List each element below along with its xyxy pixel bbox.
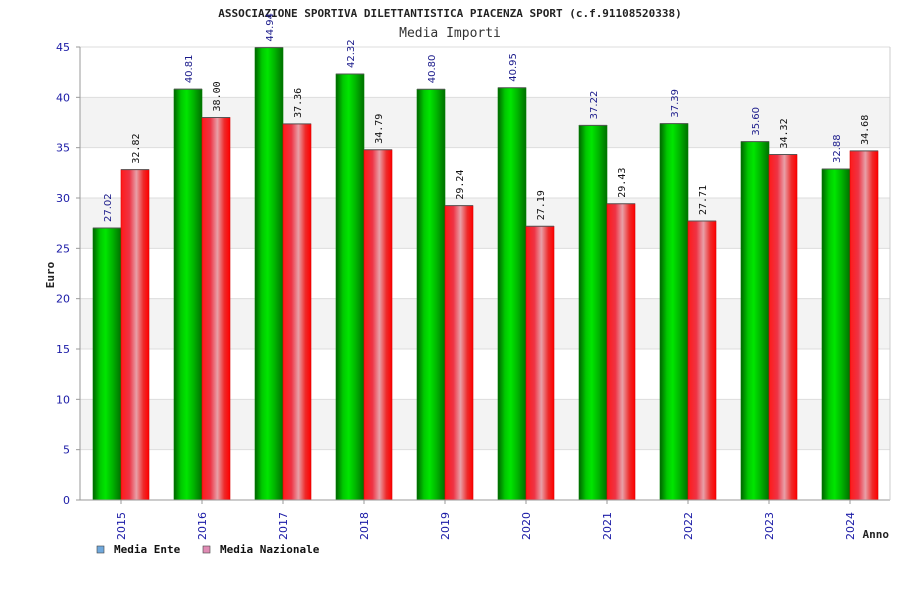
value-label-media-nazionale-2015: 32.82 [131, 134, 142, 164]
value-label-media-nazionale-2022: 27.71 [698, 185, 709, 215]
y-tick-label: 30 [56, 192, 70, 205]
bar-media-ente-2024 [821, 168, 851, 501]
x-tick-label-2021: 2021 [601, 512, 614, 540]
x-axis-label: Anno [863, 528, 890, 541]
bar-media-nazionale-2019 [444, 205, 474, 501]
bar-media-nazionale-2023 [768, 154, 798, 501]
x-tick-label-2020: 2020 [520, 512, 533, 540]
bar-media-ente-2020 [497, 87, 527, 501]
bar-media-ente-2019 [416, 88, 446, 501]
bar-media-ente-2022 [659, 123, 689, 501]
y-tick-label: 15 [56, 343, 70, 356]
bar-media-nazionale-2015 [120, 169, 150, 501]
bar-media-ente-2021 [578, 125, 608, 501]
y-tick-label: 0 [63, 494, 70, 507]
value-label-media-nazionale-2021: 29.43 [617, 168, 628, 198]
legend-label-media-ente: Media Ente [114, 543, 181, 556]
bar-media-ente-2023 [740, 141, 770, 501]
bar-media-ente-2018 [335, 73, 365, 501]
x-tick-label-2022: 2022 [682, 512, 695, 540]
value-label-media-ente-2021: 37.22 [589, 91, 600, 120]
x-tick-label-2015: 2015 [115, 512, 128, 540]
bar-media-nazionale-2024 [849, 150, 879, 501]
bar-media-nazionale-2021 [606, 203, 636, 501]
legend: Media Ente Media Nazionale [96, 543, 320, 556]
value-labels: 27.02 32.82 40.81 38.00 44.94 37.36 42.32 34.79… [103, 13, 871, 222]
value-label-media-ente-2015: 27.02 [103, 193, 114, 222]
x-tick-label-2019: 2019 [439, 512, 452, 540]
legend-label-media-nazionale: Media Nazionale [220, 543, 320, 556]
y-tick-label: 10 [56, 393, 70, 406]
value-label-media-ente-2023: 35.60 [751, 107, 762, 136]
y-tick-label: 20 [56, 293, 70, 306]
y-tick-label: 35 [56, 142, 70, 155]
bar-media-ente-2015 [92, 227, 122, 501]
y-tick-label: 45 [56, 41, 70, 54]
x-tick-label-2018: 2018 [358, 512, 371, 540]
y-tick-label: 40 [56, 91, 70, 104]
chart-subtitle: Media Importi [399, 26, 501, 41]
bar-media-nazionale-2018 [363, 149, 393, 501]
bar-media-nazionale-2017 [282, 123, 312, 501]
value-label-media-nazionale-2024: 34.68 [860, 115, 871, 145]
value-label-media-nazionale-2023: 34.32 [779, 118, 790, 148]
value-label-media-ente-2019: 40.80 [427, 55, 438, 84]
bar-media-ente-2017 [254, 47, 284, 501]
x-tick-label-2017: 2017 [277, 512, 290, 540]
value-label-media-ente-2022: 37.39 [670, 89, 681, 118]
x-tick-label-2023: 2023 [763, 512, 776, 540]
x-tick-label-2024: 2024 [844, 512, 857, 540]
value-label-media-ente-2016: 40.81 [184, 55, 195, 84]
bars [92, 47, 879, 501]
value-label-media-nazionale-2020: 27.19 [536, 190, 547, 220]
value-label-media-nazionale-2016: 38.00 [212, 81, 223, 111]
chart-title: ASSOCIAZIONE SPORTIVA DILETTANTISTICA PI… [218, 7, 682, 20]
value-label-media-nazionale-2017: 37.36 [293, 88, 304, 118]
x-axis-ticks: 2015 2016 2017 2018 2019 2020 2021 2022 2023 2024 [115, 500, 857, 540]
y-tick-label: 5 [63, 444, 70, 457]
bar-media-nazionale-2016 [201, 117, 231, 501]
value-label-media-ente-2017: 44.94 [265, 13, 276, 42]
value-label-media-nazionale-2019: 29.24 [455, 170, 466, 200]
value-label-media-ente-2020: 40.95 [508, 53, 519, 82]
bar-media-nazionale-2020 [525, 225, 555, 501]
y-axis-ticks: 0 5 10 15 20 25 30 35 40 45 [56, 41, 80, 507]
legend-swatch-media-ente [96, 545, 105, 554]
y-axis-label: Euro [44, 261, 57, 288]
grid-band [80, 47, 890, 98]
y-tick-label: 25 [56, 242, 70, 255]
bar-media-nazionale-2022 [687, 220, 717, 501]
value-label-media-ente-2024: 32.88 [832, 134, 843, 163]
x-tick-label-2016: 2016 [196, 512, 209, 540]
value-label-media-nazionale-2018: 34.79 [374, 114, 385, 144]
bar-media-ente-2016 [173, 88, 203, 501]
legend-swatch-media-nazionale [202, 545, 211, 554]
value-label-media-ente-2018: 42.32 [346, 39, 357, 68]
